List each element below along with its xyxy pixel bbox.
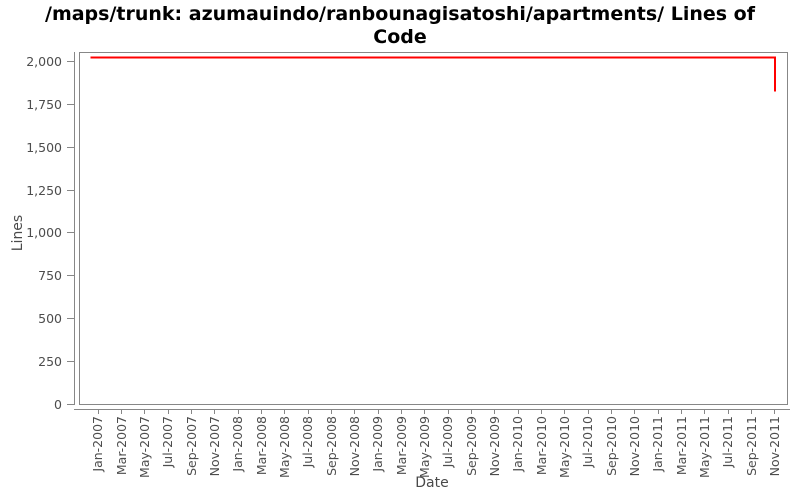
x-axis-title: Date — [415, 475, 449, 491]
x-tick-label: Sep-2009 — [463, 416, 479, 476]
x-tick-label: Mar-2011 — [673, 416, 689, 476]
plot-area — [79, 52, 788, 405]
y-tick-label: 750 — [38, 268, 62, 284]
x-tick — [727, 410, 729, 414]
x-tick — [471, 410, 473, 414]
x-tick — [121, 410, 123, 414]
x-tick-label: Jul-2007 — [160, 416, 176, 468]
x-tick — [634, 410, 636, 414]
x-tick — [167, 410, 169, 414]
y-tick-label: 1,000 — [26, 225, 62, 241]
x-tick-label: Sep-2010 — [603, 416, 619, 476]
x-tick-label: Jul-2009 — [440, 416, 456, 468]
y-axis-title: Lines — [10, 214, 26, 252]
x-tick-label: May-2010 — [556, 416, 572, 478]
y-tick — [67, 360, 74, 362]
y-tick — [67, 232, 74, 234]
x-tick — [191, 410, 193, 414]
x-tick-label: Jan-2010 — [510, 416, 526, 472]
x-tick — [307, 410, 309, 414]
y-tick-label: 0 — [54, 396, 62, 412]
x-tick — [354, 410, 356, 414]
x-tick-label: Nov-2010 — [626, 416, 642, 477]
x-tick-label: Mar-2008 — [253, 416, 269, 476]
x-tick-label: Mar-2009 — [393, 416, 409, 476]
x-tick-label: Sep-2011 — [743, 416, 759, 476]
x-tick — [751, 410, 753, 414]
x-tick-label: Jan-2009 — [370, 416, 386, 472]
x-tick-label: Sep-2008 — [323, 416, 339, 476]
y-tick-label: 1,250 — [26, 182, 62, 198]
x-tick — [681, 410, 683, 414]
x-tick — [284, 410, 286, 414]
x-tick — [657, 410, 659, 414]
x-tick-label: Jan-2008 — [230, 416, 246, 472]
x-tick-label: May-2009 — [416, 416, 432, 478]
x-tick — [144, 410, 146, 414]
x-tick — [447, 410, 449, 414]
x-tick — [564, 410, 566, 414]
x-tick — [331, 410, 333, 414]
y-tick-label: 1,500 — [26, 139, 62, 155]
y-tick — [67, 189, 74, 191]
y-tick — [67, 61, 74, 63]
x-tick-label: Mar-2007 — [113, 416, 129, 476]
x-tick — [261, 410, 263, 414]
y-axis-line — [74, 52, 75, 405]
x-tick-label: Sep-2007 — [183, 416, 199, 476]
x-tick — [377, 410, 379, 414]
x-tick — [97, 410, 99, 414]
x-tick-label: Jul-2008 — [300, 416, 316, 468]
x-tick-label: May-2011 — [696, 416, 712, 478]
x-tick — [494, 410, 496, 414]
chart-title-line-2: Code — [373, 26, 427, 48]
x-tick-label: Mar-2010 — [533, 416, 549, 476]
y-tick — [67, 403, 74, 405]
x-tick — [214, 410, 216, 414]
x-tick-label: Nov-2007 — [206, 416, 222, 477]
x-tick — [587, 410, 589, 414]
x-tick — [774, 410, 776, 414]
x-tick — [517, 410, 519, 414]
x-tick-label: Jan-2007 — [90, 416, 106, 472]
y-tick-label: 250 — [38, 353, 62, 369]
y-tick-label: 1,750 — [26, 96, 62, 112]
y-tick — [67, 103, 74, 105]
chart-title-line-1: /maps/trunk: azumauindo/ranbounagisatosh… — [45, 3, 755, 25]
x-tick — [541, 410, 543, 414]
x-tick-label: Nov-2009 — [486, 416, 502, 477]
x-tick — [611, 410, 613, 414]
x-tick — [401, 410, 403, 414]
chart-title: /maps/trunk: azumauindo/ranbounagisatosh… — [0, 3, 800, 49]
x-axis-line — [74, 409, 790, 410]
x-tick-label: Nov-2008 — [346, 416, 362, 477]
y-tick-label: 500 — [38, 310, 62, 326]
x-tick-label: Jul-2011 — [720, 416, 736, 468]
x-tick — [704, 410, 706, 414]
x-tick — [424, 410, 426, 414]
y-tick — [67, 275, 74, 277]
x-tick-label: May-2008 — [276, 416, 292, 478]
x-tick — [237, 410, 239, 414]
x-tick-label: May-2007 — [136, 416, 152, 478]
x-tick-label: Jan-2011 — [650, 416, 666, 472]
y-tick — [67, 317, 74, 319]
x-tick-label: Jul-2010 — [580, 416, 596, 468]
y-tick-label: 2,000 — [26, 54, 62, 70]
x-tick-label: Nov-2011 — [766, 416, 782, 477]
y-tick — [67, 146, 74, 148]
